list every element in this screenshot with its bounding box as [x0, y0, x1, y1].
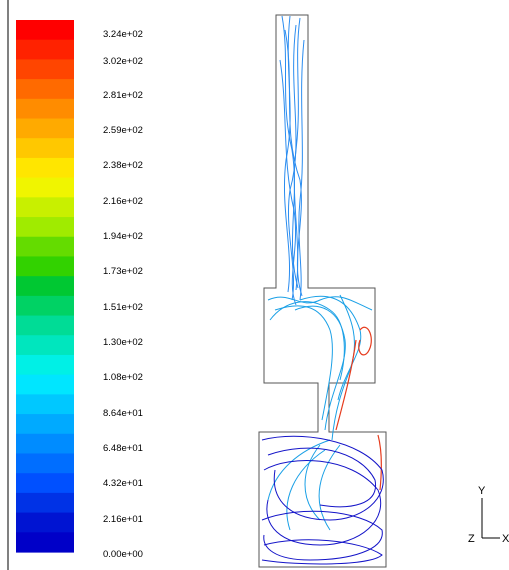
- legend-color-band: [16, 138, 74, 159]
- legend-label-14: 2.16e+01: [103, 514, 143, 525]
- legend-color-band: [16, 276, 74, 297]
- legend-label-12: 6.48e+01: [103, 443, 143, 454]
- coordinate-triad: Y X Z: [468, 485, 509, 545]
- legend-color-band: [16, 295, 74, 317]
- x-axis-label: X: [502, 533, 509, 545]
- legend-label-6: 1.94e+02: [103, 231, 143, 242]
- legend-color-band: [16, 394, 74, 415]
- middle-chamber-streamlines: [267, 294, 373, 441]
- lower-chamber-streamlines-light: [267, 439, 341, 531]
- legend-color-band: [16, 177, 74, 198]
- legend-color-band: [16, 197, 74, 218]
- legend-label-11: 8.64e+01: [103, 408, 143, 419]
- legend-color-band: [16, 414, 74, 435]
- legend-color-band: [16, 473, 74, 494]
- legend-color-band: [16, 59, 74, 80]
- z-axis-label: Z: [468, 533, 475, 545]
- legend-label-15: 0.00e+00: [103, 549, 143, 560]
- legend-color-band: [16, 98, 74, 120]
- legend-color-band: [16, 256, 74, 277]
- legend-color-band: [16, 492, 74, 514]
- lower-chamber-streamlines-dark: [261, 435, 384, 565]
- legend-color-band: [16, 39, 74, 60]
- legend-label-5: 2.16e+02: [103, 196, 143, 207]
- legend-label-9: 1.30e+02: [103, 337, 143, 348]
- legend-color-band: [16, 374, 74, 395]
- legend-tick-labels: 3.24e+02 3.02e+02 2.81e+02 2.59e+02 2.38…: [103, 29, 143, 560]
- legend-label-0: 3.24e+02: [103, 29, 143, 40]
- legend-color-band: [16, 453, 74, 474]
- color-legend: 3.24e+02 3.02e+02 2.81e+02 2.59e+02 2.38…: [7, 0, 143, 570]
- legend-label-7: 1.73e+02: [103, 266, 143, 277]
- legend-label-8: 1.51e+02: [103, 302, 143, 313]
- legend-color-band: [16, 217, 74, 238]
- legend-label-4: 2.38e+02: [103, 160, 143, 171]
- legend-color-band: [16, 354, 74, 376]
- upper-channel-streamlines: [279, 15, 305, 306]
- domain-outline: [258, 14, 387, 568]
- legend-color-band: [16, 335, 74, 356]
- legend-label-2: 2.81e+02: [103, 90, 143, 101]
- legend-color-band: [16, 433, 74, 455]
- legend-color-band: [16, 79, 74, 100]
- legend-color-band: [16, 315, 74, 336]
- y-axis-label: Y: [478, 485, 486, 497]
- legend-label-1: 3.02e+02: [103, 56, 143, 67]
- legend-color-band: [16, 157, 74, 179]
- legend-color-band: [16, 532, 74, 553]
- legend-label-3: 2.59e+02: [103, 125, 143, 136]
- legend-color-band: [16, 512, 74, 533]
- legend-color-band: [16, 118, 74, 139]
- legend-color-bar: [16, 20, 74, 553]
- legend-color-band: [16, 236, 74, 258]
- legend-label-13: 4.32e+01: [103, 478, 143, 489]
- legend-label-10: 1.08e+02: [103, 372, 143, 383]
- high-velocity-streamlines: [335, 326, 382, 491]
- legend-color-band: [16, 20, 74, 41]
